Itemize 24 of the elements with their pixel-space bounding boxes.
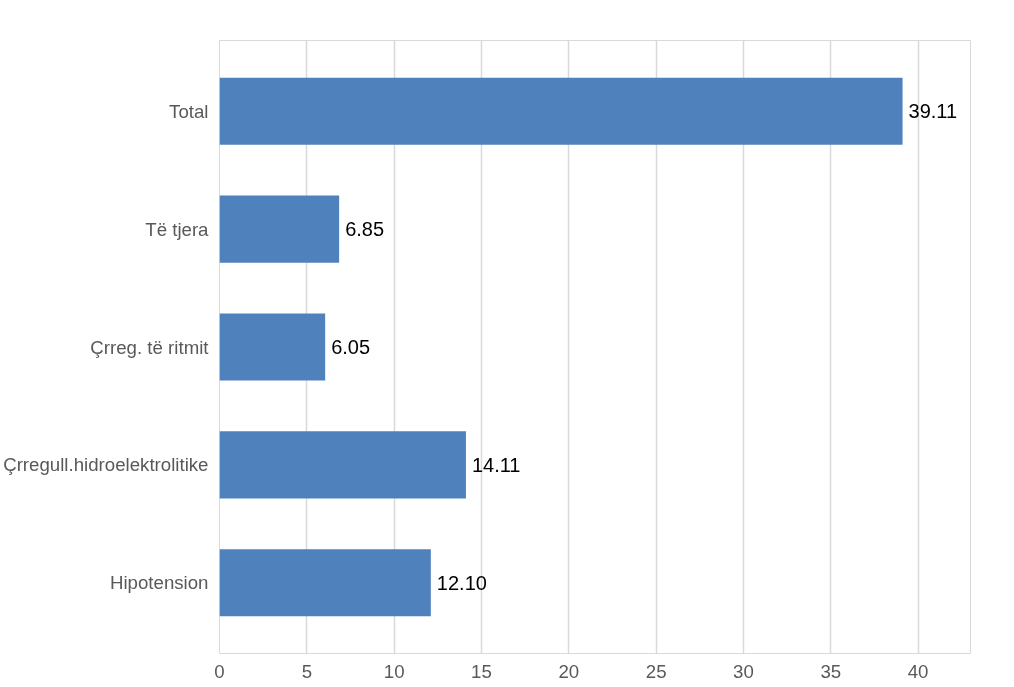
data-label: 6.85 (345, 218, 385, 241)
data-label: 39.11 (908, 100, 958, 123)
x-tick-label: 10 (383, 660, 405, 682)
y-tick-label: Hipotension (109, 572, 209, 594)
x-tick-label: 35 (820, 660, 842, 682)
x-tick-label: 15 (471, 660, 492, 682)
y-tick-label: Të tjera (145, 218, 210, 240)
y-tick-label: Çrreg. të ritmit (90, 336, 210, 358)
x-tick-label: 25 (645, 660, 667, 682)
bar (219, 549, 431, 617)
x-tick-label: 20 (558, 660, 580, 682)
y-tick-label: Total (169, 100, 209, 122)
data-label: 14.11 (471, 453, 521, 476)
data-label: 12.10 (436, 571, 487, 594)
y-tick-label: Çrregull.hidroelektrolitike (3, 454, 209, 476)
data-label: 6.05 (331, 336, 371, 358)
bar (219, 195, 340, 263)
bar (219, 77, 903, 145)
x-tick-label: 5 (301, 660, 313, 682)
bar (219, 313, 326, 381)
x-tick-label: 0 (214, 660, 225, 682)
x-tick-label: 30 (733, 660, 754, 682)
bar (219, 431, 466, 499)
x-tick-label: 40 (907, 660, 929, 682)
